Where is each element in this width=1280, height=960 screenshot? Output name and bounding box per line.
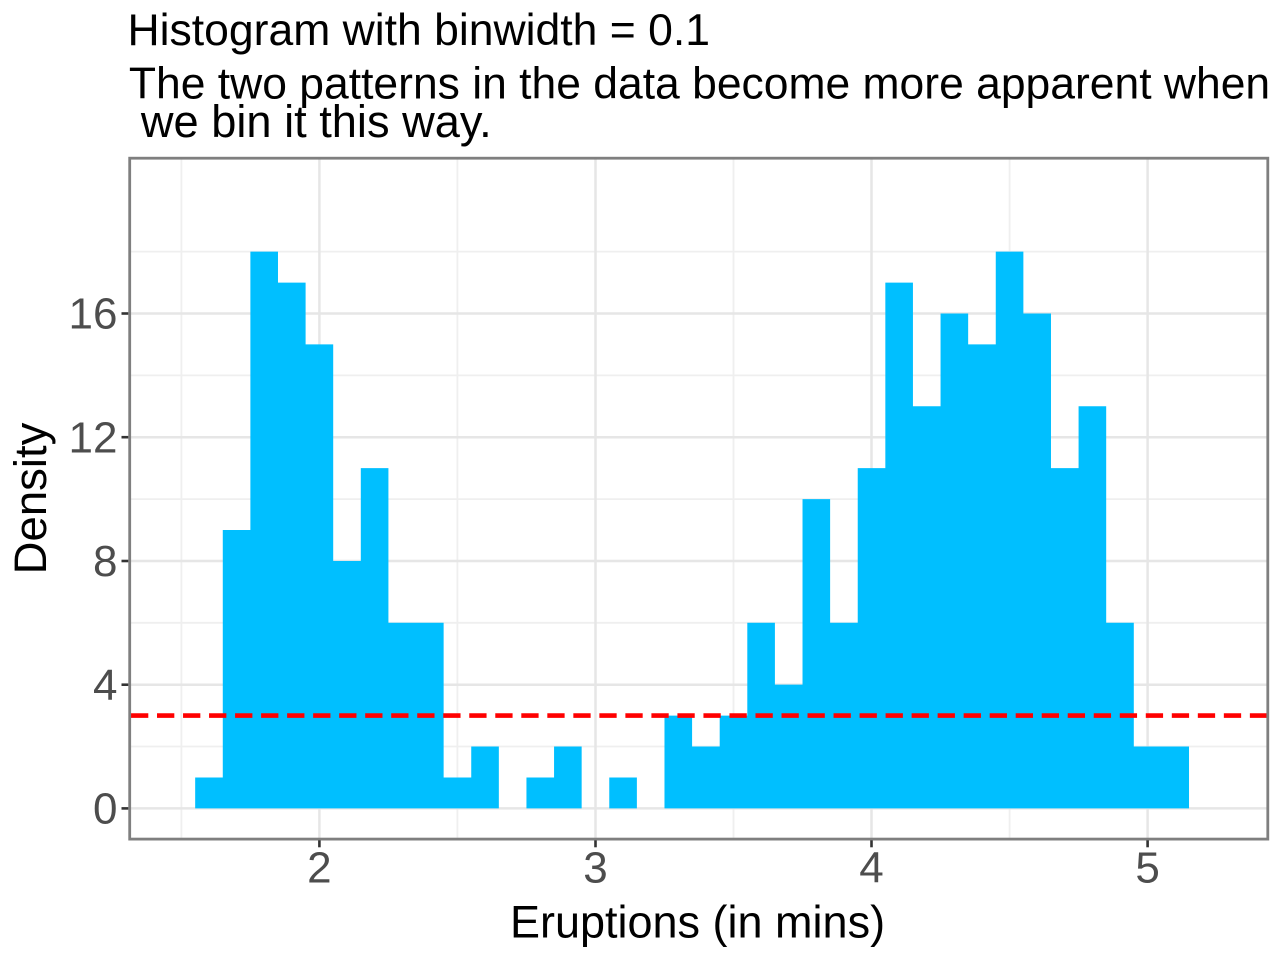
svg-text:Eruptions (in mins): Eruptions (in mins) xyxy=(510,897,885,948)
svg-text:Histogram with binwidth = 0.1: Histogram with binwidth = 0.1 xyxy=(128,6,710,55)
svg-text:2: 2 xyxy=(307,843,331,892)
svg-text:0: 0 xyxy=(93,785,117,834)
svg-text:3: 3 xyxy=(583,843,607,892)
svg-text:Density: Density xyxy=(5,422,56,574)
svg-text:The two patterns in the data b: The two patterns in the data become more… xyxy=(129,60,1270,109)
svg-text:16: 16 xyxy=(69,290,118,339)
svg-text:4: 4 xyxy=(859,843,883,892)
svg-text:we bin it this way.: we bin it this way. xyxy=(140,96,492,147)
svg-text:8: 8 xyxy=(93,537,117,586)
svg-text:5: 5 xyxy=(1135,843,1159,892)
svg-text:12: 12 xyxy=(69,413,118,462)
svg-text:4: 4 xyxy=(93,661,117,710)
